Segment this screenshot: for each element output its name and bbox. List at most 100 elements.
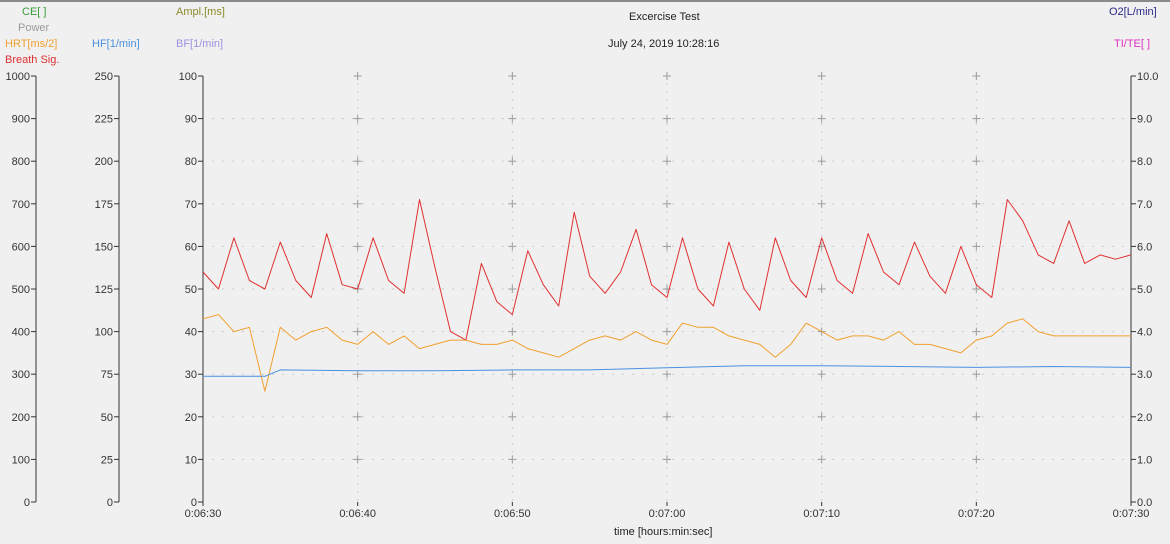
- grid-dot: [212, 373, 214, 375]
- grid-dot: [821, 179, 823, 181]
- grid-dot: [772, 458, 774, 460]
- grid-dot: [562, 331, 564, 333]
- y-tick-label: 50: [185, 284, 197, 296]
- grid-dot: [212, 458, 214, 460]
- grid-dot: [242, 416, 244, 418]
- x-tick-label: 0:07:00: [649, 508, 686, 520]
- grid-dot: [812, 160, 814, 162]
- grid-dot: [357, 315, 359, 317]
- grid-dot: [562, 160, 564, 162]
- grid-dot: [666, 99, 668, 101]
- grid-dot: [572, 373, 574, 375]
- grid-dot: [432, 416, 434, 418]
- grid-dot: [982, 245, 984, 247]
- grid-dot: [821, 435, 823, 437]
- grid-dot: [892, 331, 894, 333]
- grid-dot: [742, 118, 744, 120]
- grid-dot: [942, 160, 944, 162]
- grid-dot: [922, 160, 924, 162]
- grid-dot: [712, 331, 714, 333]
- grid-dot: [692, 160, 694, 162]
- grid-dot: [1072, 160, 1074, 162]
- grid-dot: [1122, 160, 1124, 162]
- axis-label-ce: CE[ ]: [22, 6, 47, 18]
- grid-dot: [882, 331, 884, 333]
- grid-dot: [821, 451, 823, 453]
- y-tick-label: 75: [101, 369, 113, 381]
- y-tick-label: 200: [95, 156, 113, 168]
- grid-dot: [357, 123, 359, 125]
- grid-dot: [802, 288, 804, 290]
- grid-dot: [322, 203, 324, 205]
- grid-dot: [432, 203, 434, 205]
- grid-dot: [1072, 245, 1074, 247]
- y-tick-label: 4.0: [1137, 327, 1152, 339]
- grid-dot: [582, 416, 584, 418]
- grid-dot: [702, 118, 704, 120]
- grid-dot: [262, 203, 264, 205]
- grid-dot: [932, 458, 934, 460]
- grid-dot: [511, 187, 513, 189]
- grid-dot: [1012, 416, 1014, 418]
- grid-dot: [357, 195, 359, 197]
- grid-dot: [962, 373, 964, 375]
- grid-dot: [582, 118, 584, 120]
- grid-dot: [952, 245, 954, 247]
- grid-dot: [642, 160, 644, 162]
- grid-dot: [952, 203, 954, 205]
- grid-dot: [612, 331, 614, 333]
- grid-dot: [682, 416, 684, 418]
- grid-dot: [782, 458, 784, 460]
- grid-dot: [975, 355, 977, 357]
- y-tick-label: 9.0: [1137, 114, 1152, 126]
- grid-dot: [292, 373, 294, 375]
- grid-dot: [511, 499, 513, 501]
- grid-dot: [262, 458, 264, 460]
- grid-dot: [702, 416, 704, 418]
- grid-dot: [662, 288, 664, 290]
- grid-dot: [672, 373, 674, 375]
- grid-dot: [732, 118, 734, 120]
- grid-dot: [622, 458, 624, 460]
- grid-dot: [542, 373, 544, 375]
- grid-dot: [975, 211, 977, 213]
- grid-dot: [992, 160, 994, 162]
- grid-dot: [842, 160, 844, 162]
- grid-dot: [642, 203, 644, 205]
- grid-dot: [592, 160, 594, 162]
- grid-dot: [821, 291, 823, 293]
- grid-dot: [1052, 416, 1054, 418]
- grid-dot: [222, 160, 224, 162]
- grid-dot: [772, 288, 774, 290]
- grid-dot: [821, 483, 823, 485]
- grid-dot: [532, 458, 534, 460]
- grid-dot: [821, 355, 823, 357]
- grid-dot: [462, 160, 464, 162]
- grid-dot: [821, 371, 823, 373]
- grid-dot: [357, 499, 359, 501]
- grid-dot: [1042, 458, 1044, 460]
- grid-dot: [282, 458, 284, 460]
- grid-dot: [542, 331, 544, 333]
- grid-dot: [342, 373, 344, 375]
- grid-dot: [402, 373, 404, 375]
- grid-dot: [372, 288, 374, 290]
- grid-dot: [682, 160, 684, 162]
- grid-dot: [222, 331, 224, 333]
- axis-label-bf: BF[1/min]: [176, 38, 224, 50]
- grid-dot: [352, 288, 354, 290]
- grid-dot: [975, 227, 977, 229]
- grid-dot: [702, 160, 704, 162]
- grid-dot: [242, 458, 244, 460]
- grid-dot: [1052, 331, 1054, 333]
- grid-dot: [975, 107, 977, 109]
- grid-dot: [902, 118, 904, 120]
- grid-dot: [1122, 203, 1124, 205]
- grid-dot: [942, 245, 944, 247]
- grid-dot: [882, 118, 884, 120]
- grid-dot: [975, 139, 977, 141]
- grid-dot: [666, 195, 668, 197]
- grid-dot: [666, 395, 668, 397]
- grid-dot: [932, 331, 934, 333]
- grid-dot: [1112, 245, 1114, 247]
